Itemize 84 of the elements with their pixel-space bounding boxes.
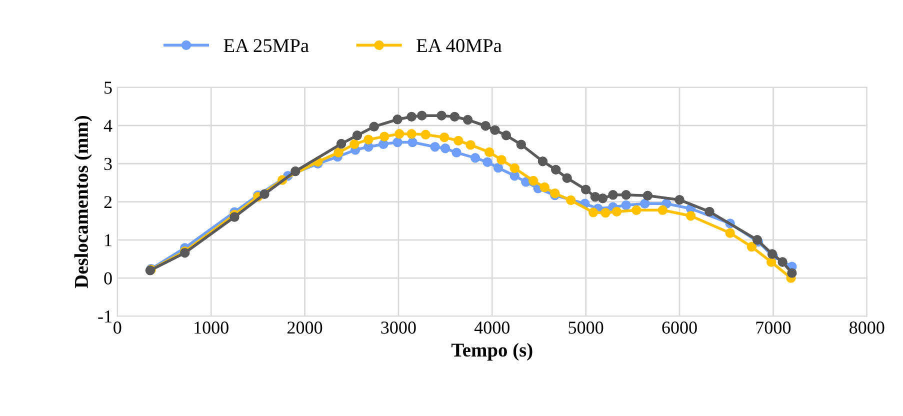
point (766, 257, 776, 267)
point (540, 182, 550, 192)
point (496, 154, 506, 165)
legend-label: EA 25MPa (224, 39, 309, 52)
legend-label: EA 40MPa (416, 39, 502, 52)
point (392, 114, 402, 124)
point (230, 212, 240, 222)
point (588, 208, 598, 218)
point (394, 129, 404, 139)
point (406, 112, 416, 122)
point (466, 140, 476, 150)
x-tick-label: 8000 (850, 322, 884, 334)
point (454, 136, 464, 146)
point (260, 189, 270, 199)
point (334, 148, 344, 158)
point (392, 137, 402, 148)
point (350, 139, 360, 150)
point (484, 147, 494, 158)
y-tick-label: 3 (104, 158, 112, 170)
x-tick-label: 1000 (194, 322, 228, 334)
point (493, 162, 504, 173)
point (566, 195, 576, 206)
point (406, 129, 416, 139)
point (510, 163, 520, 174)
point (632, 205, 642, 216)
point (480, 121, 490, 131)
point (725, 228, 735, 238)
point (450, 112, 460, 122)
x-tick-label: 5000 (568, 322, 604, 334)
point (470, 153, 480, 163)
point (640, 198, 650, 209)
y-axis-title: Deslocamentos (mm) (74, 116, 92, 288)
point (600, 208, 610, 218)
point (538, 156, 548, 166)
point (516, 140, 526, 150)
point (430, 142, 440, 152)
point (674, 194, 684, 205)
point (417, 110, 427, 120)
point (290, 166, 300, 176)
point (598, 193, 608, 204)
point (380, 132, 390, 142)
point (778, 257, 788, 267)
point (612, 206, 622, 217)
x-tick-label: 6000 (662, 322, 697, 334)
point (482, 157, 492, 167)
point (462, 114, 473, 125)
point (621, 190, 631, 200)
point (436, 110, 446, 120)
point (490, 125, 500, 135)
x-tick-label: 2000 (288, 322, 322, 334)
point (580, 184, 591, 194)
point (704, 206, 714, 217)
x-tick-label: 4000 (474, 322, 510, 334)
point (686, 211, 696, 221)
y-tick-label: -1 (98, 310, 112, 322)
y-tick-label: 1 (105, 234, 112, 246)
y-tick-label: 4 (104, 120, 112, 132)
y-tick-label: 0 (104, 272, 112, 284)
point (408, 137, 418, 148)
point (658, 205, 668, 216)
point (608, 190, 618, 200)
point (528, 176, 538, 186)
point (336, 138, 346, 149)
point (746, 242, 757, 252)
point (440, 144, 450, 154)
x-tick-label: 0 (114, 322, 122, 334)
point (364, 134, 374, 144)
point (439, 132, 450, 142)
point (452, 148, 462, 158)
point (787, 268, 797, 278)
point (501, 130, 512, 140)
y-tick-label: 5 (104, 82, 112, 94)
point (420, 130, 430, 140)
point (767, 249, 778, 259)
x-tick-label: 7000 (756, 322, 791, 334)
point (550, 164, 561, 175)
x-axis-title: Tempo (s) (451, 342, 532, 361)
point (352, 130, 362, 140)
y-tick-label: 2 (104, 196, 112, 208)
point (642, 190, 653, 201)
point (369, 122, 379, 132)
x-tick-label: 3000 (381, 322, 416, 334)
point (621, 200, 631, 210)
point (562, 173, 572, 183)
